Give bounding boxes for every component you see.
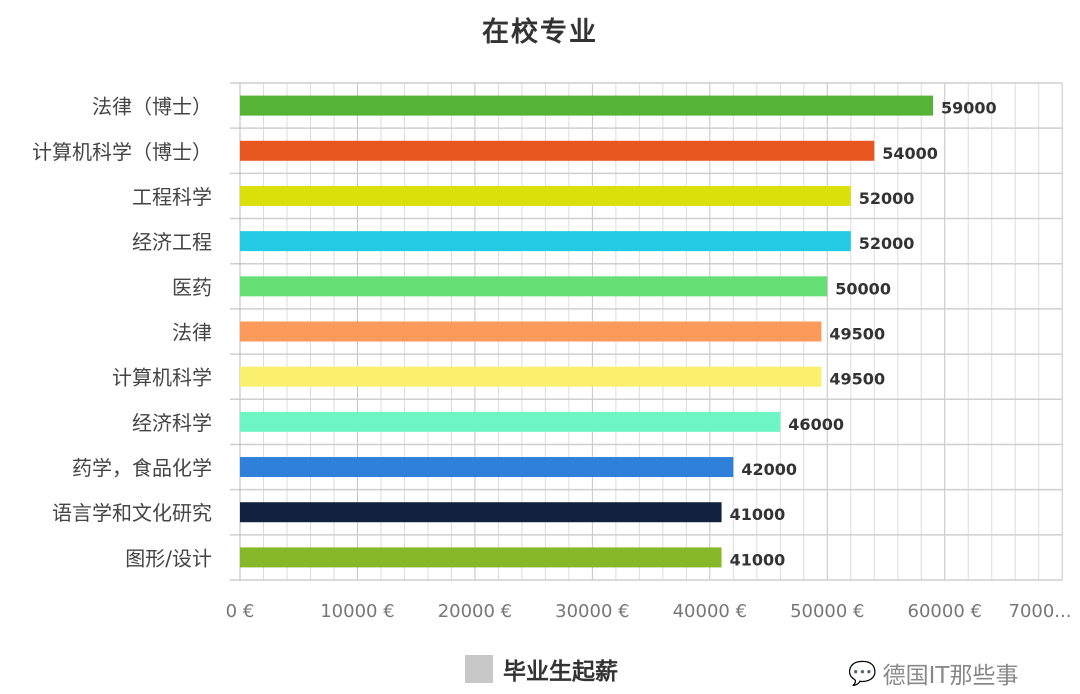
data-label: 52000 <box>859 189 915 208</box>
chart-title: 在校专业 <box>482 17 598 48</box>
data-label: 50000 <box>835 279 891 298</box>
legend: 毕业生起薪 <box>465 652 618 686</box>
bar <box>240 547 722 568</box>
wechat-icon: 💬 <box>848 660 877 687</box>
x-tick-label: 10000 € <box>320 601 394 622</box>
category-label: 计算机科学（博士） <box>32 140 212 164</box>
x-tick-label: 60000 € <box>908 601 982 622</box>
bar <box>240 276 828 297</box>
watermark-text: 德国IT那些事 <box>882 663 1019 689</box>
legend-label: 毕业生起薪 <box>503 659 618 685</box>
bar <box>240 411 781 432</box>
data-label: 46000 <box>788 415 844 434</box>
x-tick-label: 20000 € <box>438 601 512 622</box>
bar <box>240 321 822 342</box>
data-label: 41000 <box>730 550 786 569</box>
data-label: 42000 <box>741 460 797 479</box>
data-label: 41000 <box>730 505 786 524</box>
category-label: 药学，食品化学 <box>72 456 212 480</box>
data-label: 54000 <box>882 144 938 163</box>
x-tick-label: 50000 € <box>790 601 864 622</box>
data-label: 49500 <box>829 370 885 389</box>
bar <box>240 185 851 206</box>
category-label: 图形/设计 <box>125 546 212 570</box>
x-tick-label: 7000... <box>1009 601 1072 622</box>
bar <box>240 95 933 116</box>
legend-swatch <box>465 655 493 683</box>
bar <box>240 457 734 478</box>
bar <box>240 366 822 387</box>
data-label: 59000 <box>941 99 997 118</box>
category-label: 法律（博士） <box>92 95 212 119</box>
category-label: 医药 <box>172 275 212 299</box>
data-label: 49500 <box>829 325 885 344</box>
x-tick-label: 30000 € <box>555 601 629 622</box>
x-tick-label: 40000 € <box>673 601 747 622</box>
data-label: 52000 <box>859 234 915 253</box>
bar <box>240 502 722 523</box>
bar <box>240 140 875 161</box>
category-label: 计算机科学 <box>112 366 212 390</box>
category-label: 经济工程 <box>132 230 212 254</box>
x-tick-label: 0 € <box>226 601 255 622</box>
watermark: 💬 德国IT那些事 <box>848 656 1018 690</box>
category-label: 法律 <box>172 321 212 345</box>
category-label: 语言学和文化研究 <box>52 501 212 525</box>
category-label: 工程科学 <box>132 185 212 209</box>
bar <box>240 231 851 252</box>
category-label: 经济科学 <box>132 411 212 435</box>
